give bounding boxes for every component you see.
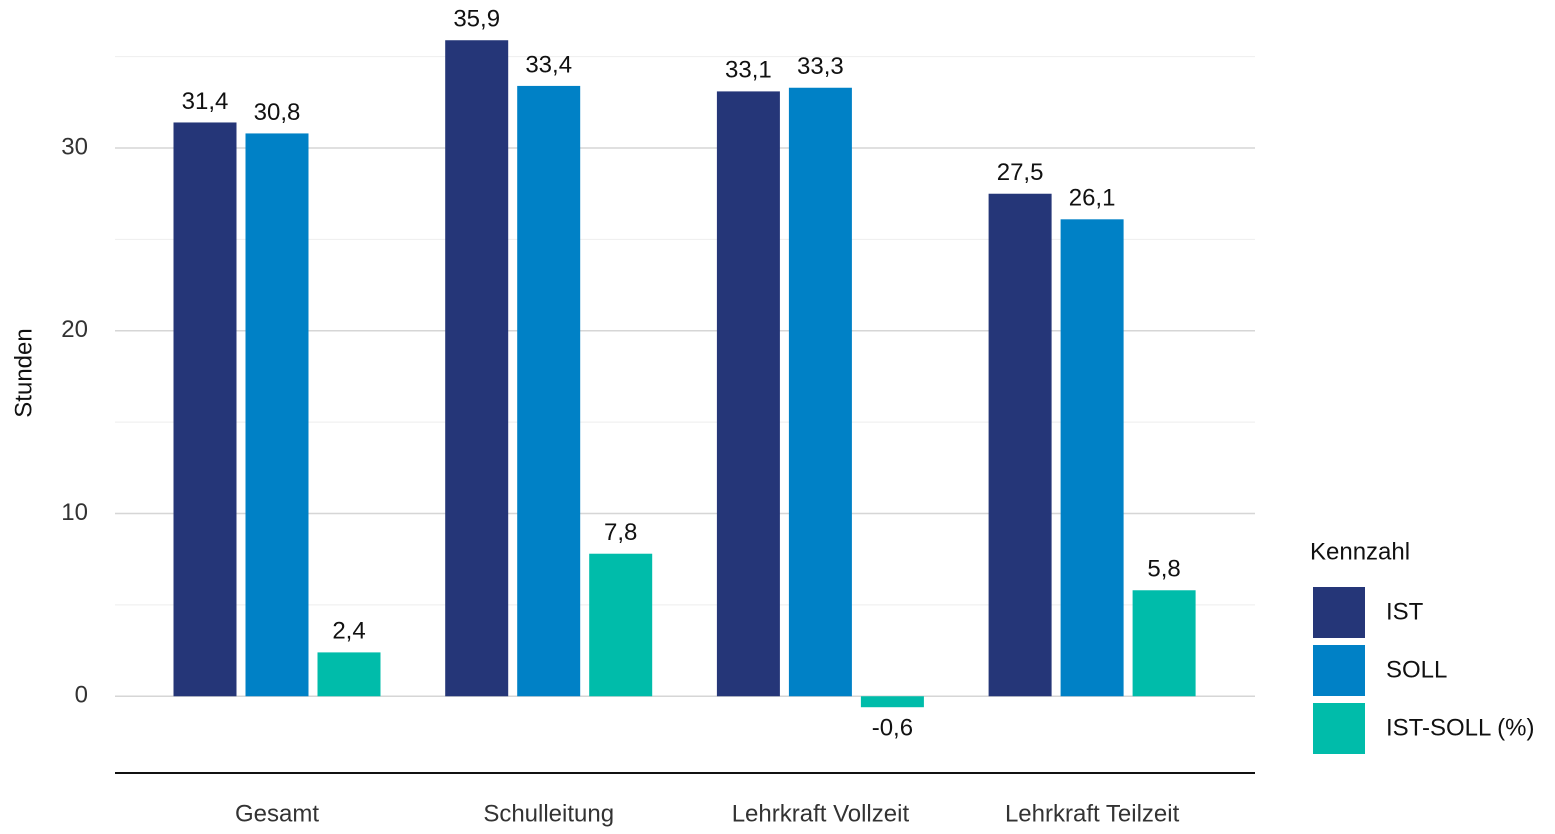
bar — [788, 87, 852, 697]
bar — [1132, 590, 1196, 697]
bar — [173, 122, 237, 697]
bar — [317, 652, 381, 697]
data-label: 33,3 — [797, 53, 844, 80]
bar — [245, 133, 309, 697]
data-label: 5,8 — [1147, 556, 1180, 583]
data-label: 7,8 — [604, 519, 637, 546]
y-tick-label: 30 — [61, 133, 88, 160]
legend-key — [1313, 645, 1365, 696]
data-label: 33,1 — [725, 57, 772, 84]
bar — [988, 193, 1052, 697]
data-label: 31,4 — [182, 88, 229, 115]
data-label: 27,5 — [997, 159, 1044, 186]
bar — [1060, 219, 1124, 697]
x-tick-label: Gesamt — [235, 800, 319, 827]
legend-label: IST — [1386, 598, 1424, 625]
bar — [860, 696, 924, 708]
y-tick-label: 20 — [61, 316, 88, 343]
data-label: 26,1 — [1069, 185, 1116, 212]
x-tick-label: Lehrkraft Teilzeit — [1005, 800, 1180, 827]
legend-label: SOLL — [1386, 656, 1447, 683]
legend-key — [1313, 587, 1365, 638]
bar — [589, 553, 653, 697]
legend-title: Kennzahl — [1310, 538, 1410, 565]
x-tick-label: Lehrkraft Vollzeit — [732, 800, 910, 827]
data-label: 2,4 — [332, 618, 365, 645]
y-tick-label: 0 — [75, 682, 88, 709]
y-tick-label: 10 — [61, 499, 88, 526]
data-label: 35,9 — [453, 6, 500, 33]
data-label: -0,6 — [872, 715, 913, 742]
data-label: 30,8 — [254, 99, 301, 126]
legend-key — [1313, 703, 1365, 754]
bar — [445, 40, 509, 697]
bar — [716, 91, 780, 697]
legend-label: IST-SOLL (%) — [1386, 714, 1534, 741]
bar — [517, 85, 581, 697]
x-tick-label: Schulleitung — [483, 800, 614, 827]
y-axis-label: Stunden — [10, 328, 37, 417]
data-label: 33,4 — [525, 51, 572, 78]
